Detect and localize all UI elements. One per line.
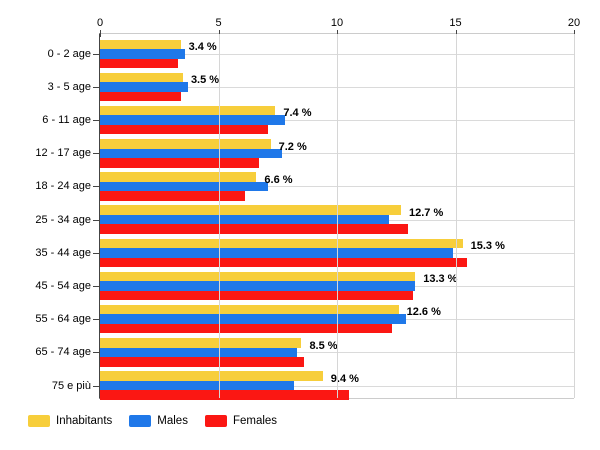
- x-axis-tick-mark: [455, 30, 457, 37]
- legend-swatch: [204, 415, 227, 427]
- bar-females: [100, 58, 179, 68]
- bar-inhabitants: [100, 205, 401, 215]
- plot-area: 0 - 2 age 3.4 % 3 - 5 age 3.5 % 6 - 11 age 7.…: [35, 30, 575, 400]
- value-label: 15.3 %: [470, 240, 505, 253]
- category-tick-mark: [93, 319, 99, 321]
- bar-males: [100, 380, 295, 391]
- x-axis-tick-mark: [574, 30, 575, 37]
- bar-inhabitants: [100, 304, 399, 315]
- category-label: 0 - 2 age: [47, 47, 91, 60]
- category-label: 45 - 54 age: [35, 280, 91, 293]
- bar-inhabitants: [100, 39, 181, 49]
- legend-swatch: [129, 415, 152, 427]
- bar-males: [100, 248, 454, 258]
- value-label: 9.4 %: [330, 372, 359, 385]
- value-label: 13.3 %: [423, 273, 458, 286]
- bar-inhabitants: [100, 72, 183, 83]
- value-label: 6.6 %: [264, 173, 293, 186]
- vertical-gridline: [337, 34, 338, 398]
- vertical-gridline: [455, 34, 457, 398]
- bar-inhabitants: [100, 271, 416, 282]
- legend: Inhabitants Males Females: [28, 413, 277, 429]
- bar-females: [100, 357, 304, 367]
- bar-females: [100, 290, 413, 301]
- x-axis-tick-mark: [100, 30, 101, 37]
- bar-males: [100, 214, 390, 225]
- bar-inhabitants: [100, 139, 271, 149]
- category-label: 6 - 11 age: [42, 114, 91, 127]
- x-axis-tick-label: 20: [567, 17, 581, 29]
- legend-label: Inhabitants: [56, 415, 113, 427]
- bar-females: [100, 158, 259, 168]
- x-axis: 0 5 10 15 20: [96, 17, 580, 31]
- category-label: 18 - 24 age: [35, 180, 91, 193]
- category-tick-mark: [93, 219, 99, 221]
- vertical-gridline: [218, 34, 220, 398]
- category-tick-mark: [93, 385, 99, 387]
- bar-inhabitants: [100, 238, 463, 249]
- bar-females: [100, 191, 245, 201]
- bar-females: [100, 91, 181, 102]
- bar-females: [100, 390, 349, 400]
- category-tick-mark: [93, 252, 99, 254]
- x-axis-tick-label: 10: [330, 17, 344, 29]
- bar-males: [100, 281, 416, 291]
- category-label: 25 - 34 age: [35, 213, 91, 226]
- bar-males: [100, 181, 269, 192]
- bar-males: [100, 148, 283, 159]
- legend-swatch: [28, 415, 50, 427]
- bar-males: [100, 49, 186, 59]
- value-label: 7.2 %: [278, 140, 307, 153]
- bar-inhabitants: [100, 371, 323, 381]
- value-label: 12.7 %: [408, 206, 444, 219]
- value-label: 12.6 %: [406, 306, 441, 319]
- bar-males: [100, 82, 188, 92]
- category-tick-mark: [93, 53, 99, 55]
- x-axis-tick-label: 0: [96, 17, 104, 29]
- bar-females: [100, 323, 392, 334]
- legend-label: Females: [232, 415, 278, 427]
- vertical-gridline: [574, 34, 575, 398]
- category-label: 55 - 64 age: [35, 313, 91, 326]
- category-label: 75 e più: [51, 379, 91, 392]
- value-label: 7.4 %: [283, 107, 312, 120]
- legend-item-males: Males: [129, 414, 188, 428]
- value-label: 8.5 %: [309, 339, 338, 352]
- category-tick-mark: [93, 352, 99, 354]
- category-label: 3 - 5 age: [47, 80, 91, 93]
- category-tick-mark: [93, 186, 99, 188]
- category-label: 35 - 44 age: [35, 246, 91, 259]
- legend-item-inhabitants: Inhabitants: [28, 414, 112, 428]
- bar-males: [100, 347, 297, 358]
- category-label: 12 - 17 age: [35, 147, 91, 160]
- bar-inhabitants: [100, 338, 302, 348]
- legend-label: Males: [157, 415, 188, 427]
- bar-females: [100, 224, 409, 234]
- value-label: 3.5 %: [190, 74, 220, 87]
- bar-females: [100, 124, 269, 135]
- x-axis-tick-mark: [218, 30, 220, 37]
- x-axis-tick-label: 5: [215, 17, 222, 29]
- category-tick-mark: [93, 153, 99, 155]
- bar-inhabitants: [100, 105, 276, 116]
- bar-inhabitants: [100, 172, 257, 182]
- category-tick-mark: [93, 286, 99, 288]
- bar-males: [100, 314, 406, 324]
- legend-item-females: Females: [204, 414, 278, 428]
- x-axis-tick-mark: [337, 30, 338, 37]
- x-axis-tick-label: 15: [449, 17, 462, 29]
- bar-males: [100, 115, 285, 125]
- category-tick-mark: [93, 86, 99, 88]
- category-label: 65 - 74 age: [35, 346, 91, 359]
- category-tick-mark: [93, 120, 99, 122]
- value-label: 3.4 %: [188, 41, 217, 53]
- bar-females: [100, 257, 468, 268]
